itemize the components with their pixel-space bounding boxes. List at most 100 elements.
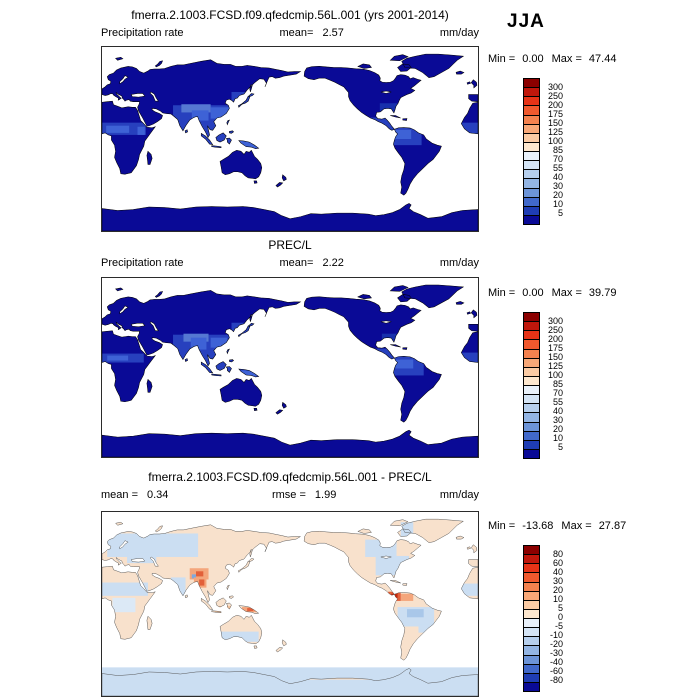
colorbar-tick-label: 30 [552,575,563,586]
colorbar-segment [524,627,539,637]
colorbar-tick-label: 150 [547,351,563,362]
colorbar-tick-label: 55 [552,397,563,408]
colorbar-tick-label: 250 [547,324,563,335]
colorbar-segment [524,141,539,151]
colorbar-tick-label: -20 [549,639,563,650]
colorbar-tick-label: 300 [547,81,563,92]
panel1-field-label: Precipitation rate [101,27,184,39]
panel3-title: fmerra.2.1003.FCSD.f09.qfedcmip.56L.001 … [148,470,432,484]
colorbar-segment [524,618,539,628]
colorbar-segment [524,672,539,682]
colorbar-segment [524,330,539,340]
colorbar-tick-label: -30 [549,648,563,659]
panel2-title: PREC/L [268,238,312,252]
colorbar-scale [523,312,540,459]
colorbar-tick-label: 20 [552,424,563,435]
colorbar-segment [524,590,539,600]
colorbar-tick-label: 10 [552,199,563,210]
colorbar-tick-label: 70 [552,388,563,399]
colorbar-obs: Min = 0.00 Max = 39.79 300 250 200 175 150 125 10… [488,287,618,467]
colorbar-segment [524,663,539,673]
colorbar-tick-label: 300 [547,315,563,326]
colorbar-segment [524,178,539,188]
colorbar-segment [524,169,539,179]
colorbar-segment [524,546,539,555]
panel2-mean: mean= 2.22 [279,257,344,269]
colorbar-tick-label: 55 [552,163,563,174]
colorbar-segment [524,105,539,115]
panel3-stats-row: mean = 0.34 rmse = 1.99 mm/day [101,489,479,501]
colorbar-tick-label: -5 [554,621,563,632]
colorbar-segment [524,645,539,655]
colorbar-segment [524,114,539,124]
colorbar-segment [524,385,539,395]
panel2-stats-row: Precipitation rate mean= 2.22 mm/day [101,257,479,269]
colorbar-segment [524,375,539,385]
colorbar-tick-label: -10 [549,630,563,641]
colorbar-segment [524,412,539,422]
colorbar-scale [523,545,540,692]
colorbar-segment [524,151,539,161]
colorbar-segment [524,87,539,97]
colorbar-tick-label: 30 [552,181,563,192]
colorbar-segment [524,599,539,609]
colorbar-segment [524,96,539,106]
colorbar-tick-label: -60 [549,666,563,677]
colorbar-tick-label: 175 [547,108,563,119]
panel2-units: mm/day [439,257,479,269]
colorbar-tick-label: 250 [547,90,563,101]
panel2-field-label: Precipitation rate [101,257,184,269]
colorbar-tick-label: 10 [552,593,563,604]
colorbar-tick-label: 20 [552,190,563,201]
colorbar-model: Min = 0.00 Max = 47.44 300 250 200 175 150 125 10… [488,53,618,233]
colorbar-segment [524,132,539,142]
colorbar-tick-label: 85 [552,145,563,155]
colorbar-tick-label: 80 [552,548,563,559]
colorbar-segment [524,439,539,449]
colorbar-segment [524,554,539,564]
colorbar-tick-label: 40 [552,406,563,417]
panel3-units: mm/day [439,489,479,501]
colorbar-segment [524,394,539,404]
panel3-rmse: rmse = 1.99 [271,489,337,501]
panel3-mean: mean = 0.34 [101,489,169,501]
colorbar-tick-label: 5 [557,208,563,219]
colorbar-segment [524,160,539,170]
colorbar-segment [524,581,539,591]
colorbar-tick-label: 85 [552,379,563,389]
colorbar-segment [524,563,539,573]
colorbar-segment [524,214,539,224]
panel2-minmax: Min = 0.00 Max = 39.79 [488,287,617,299]
colorbar-segment [524,348,539,358]
colorbar-segment [524,366,539,376]
colorbar-tick-label: 60 [552,557,563,568]
colorbar-tick-label: 20 [552,584,563,595]
colorbar-scale [523,78,540,225]
colorbar-tick-label: 0 [557,612,563,622]
colorbar-tick-label: 125 [547,360,563,371]
colorbar-tick-label: 100 [547,135,563,146]
map-diff-precip [101,511,479,697]
colorbar-tick-label: -80 [549,675,563,686]
colorbar-segment [524,636,539,646]
colorbar-tick-label: 200 [547,99,563,110]
panel3-minmax: Min = -13.68 Max = 27.87 [488,520,627,532]
colorbar-tick-label: 30 [552,415,563,426]
colorbar-tick-label: 5 [557,442,563,453]
colorbar-tick-label: 125 [547,126,563,137]
colorbar-tick-label: 5 [557,602,563,613]
colorbar-segment [524,448,539,458]
colorbar-segment [524,421,539,431]
colorbar-diff: Min = -13.68 Max = 27.87 80 60 40 30 20 10 5 0 -5 -1… [488,520,627,700]
colorbar-segment [524,205,539,215]
colorbar-segment [524,196,539,206]
colorbar-segment [524,608,539,618]
colorbar-segment [524,79,539,88]
colorbar-segment [524,357,539,367]
panel1-stats-row: Precipitation rate mean= 2.57 mm/day [101,27,479,39]
colorbar-segment [524,572,539,582]
colorbar-segment [524,321,539,331]
colorbar-tick-label: 10 [552,433,563,444]
colorbar-tick-label: 150 [547,117,563,128]
